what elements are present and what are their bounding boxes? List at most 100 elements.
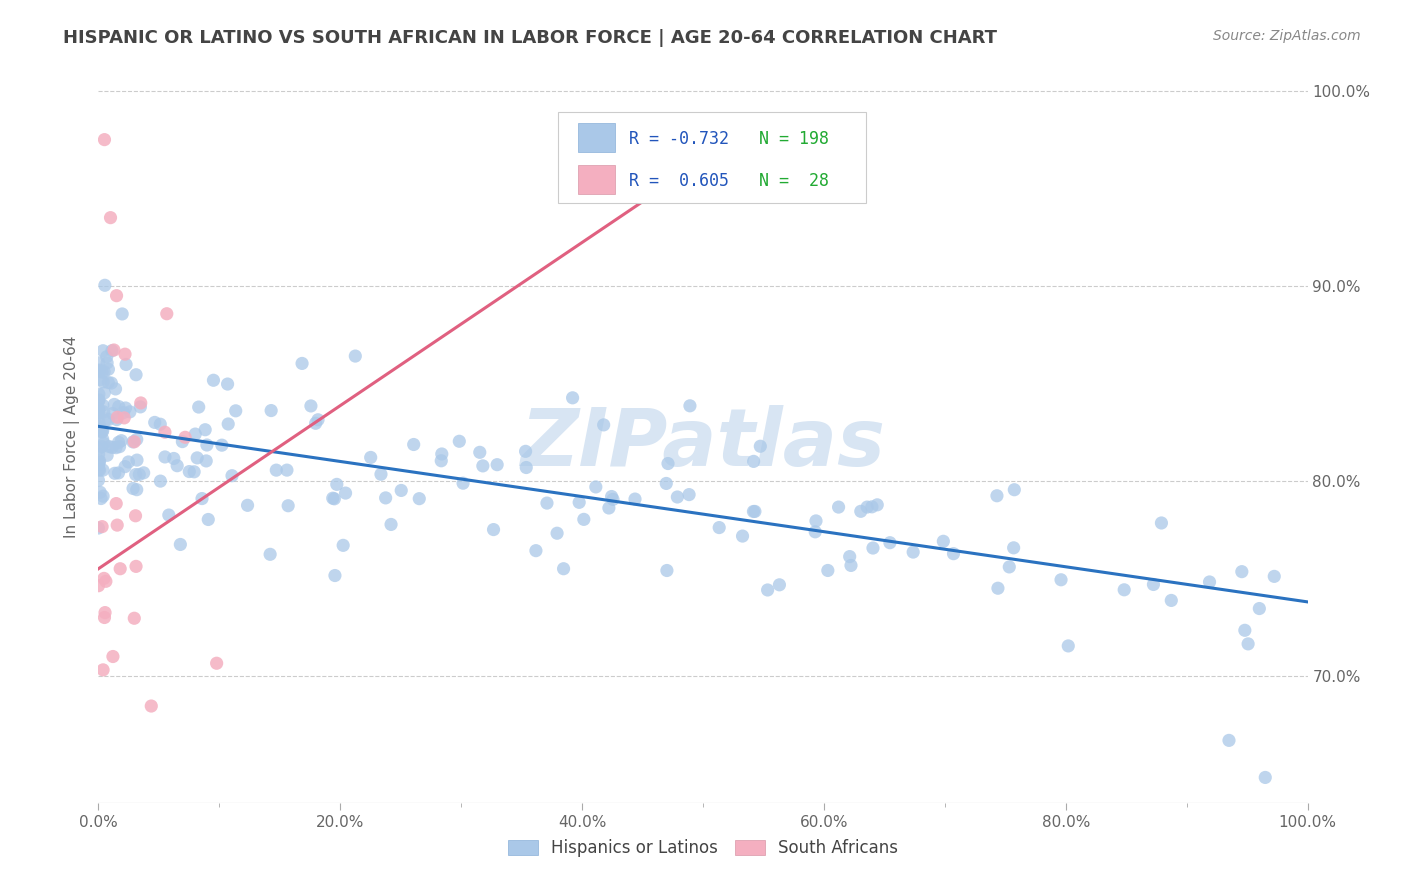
Point [572, 512, 595, 526]
Point [96, 356, 118, 370]
Point [91, 375, 114, 389]
Point [87, 419, 110, 434]
Point [87, 579, 110, 593]
Point [1249, 601, 1271, 615]
Point [600, 490, 623, 504]
Point [94, 414, 117, 428]
Point [89, 454, 111, 468]
Point [932, 534, 955, 549]
Point [402, 437, 425, 451]
Point [101, 407, 124, 421]
Point [194, 423, 217, 437]
Point [299, 399, 322, 413]
Point [585, 480, 607, 494]
Point [91, 365, 114, 379]
Point [987, 581, 1010, 595]
Point [87, 364, 110, 378]
Point [87, 473, 110, 487]
Point [87, 415, 110, 429]
Point [89, 363, 111, 377]
Point [107, 435, 129, 450]
Point [1237, 637, 1260, 651]
Point [323, 491, 346, 506]
Text: R =  0.605: R = 0.605 [630, 172, 730, 190]
Point [90, 491, 112, 506]
Point [183, 465, 205, 479]
Point [679, 399, 702, 413]
Point [1230, 565, 1253, 579]
Point [839, 558, 862, 573]
Point [942, 547, 965, 561]
Point [87, 402, 110, 417]
Point [1114, 582, 1136, 597]
Point [114, 459, 136, 474]
Point [89, 485, 111, 500]
Point [105, 412, 128, 426]
Point [344, 349, 367, 363]
Point [655, 476, 678, 491]
Point [553, 562, 575, 576]
Point [471, 458, 494, 473]
Point [104, 467, 127, 481]
Point [602, 492, 624, 507]
Point [96, 350, 118, 364]
Point [838, 549, 860, 564]
Point [90, 421, 112, 435]
Point [101, 649, 124, 664]
Point [87, 458, 110, 472]
Point [149, 474, 172, 488]
Point [114, 401, 136, 415]
Point [105, 518, 128, 533]
Legend: Hispanics or Latinos, South Africans: Hispanics or Latinos, South Africans [501, 832, 905, 864]
Point [89, 463, 111, 477]
Point [1002, 541, 1025, 555]
Point [536, 496, 558, 510]
Point [96, 448, 118, 462]
Point [449, 434, 471, 449]
Point [260, 403, 283, 417]
Point [125, 453, 148, 467]
Point [89, 455, 111, 469]
Point [205, 657, 228, 671]
Point [1263, 569, 1285, 583]
Point [87, 447, 110, 461]
Point [122, 482, 145, 496]
Point [236, 499, 259, 513]
Point [94, 574, 117, 589]
Point [124, 508, 146, 523]
Point [360, 450, 382, 465]
Point [157, 508, 180, 522]
Point [1150, 516, 1173, 530]
Point [172, 434, 194, 449]
Point [103, 343, 125, 357]
Point [277, 499, 299, 513]
Point [118, 405, 141, 419]
Point [110, 434, 132, 448]
Point [1160, 593, 1182, 607]
Point [122, 434, 145, 449]
Point [657, 457, 679, 471]
Point [103, 397, 125, 411]
Point [592, 417, 614, 432]
Point [666, 490, 689, 504]
Point [1233, 624, 1256, 638]
Point [91, 463, 114, 477]
Point [370, 467, 392, 482]
Point [91, 519, 114, 533]
Y-axis label: In Labor Force | Age 20-64: In Labor Force | Age 20-64 [63, 336, 80, 538]
Point [105, 410, 128, 425]
Point [97, 376, 120, 390]
Point [742, 454, 765, 468]
Point [389, 483, 412, 498]
Point [326, 477, 349, 491]
Point [731, 529, 754, 543]
Point [108, 562, 131, 576]
Point [125, 483, 148, 497]
Point [125, 559, 148, 574]
Point [322, 491, 344, 506]
Point [862, 541, 884, 555]
Point [195, 438, 218, 452]
Point [866, 498, 889, 512]
Point [163, 451, 186, 466]
Text: N =  28: N = 28 [759, 172, 830, 190]
